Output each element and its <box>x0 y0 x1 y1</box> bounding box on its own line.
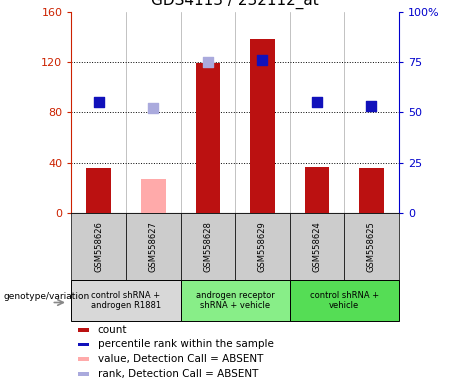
Point <box>259 57 266 63</box>
Bar <box>87 168 111 213</box>
Text: GSM558627: GSM558627 <box>149 221 158 272</box>
Text: control shRNA +
androgen R1881: control shRNA + androgen R1881 <box>91 291 161 310</box>
Point <box>204 59 212 65</box>
Bar <box>141 179 165 213</box>
Bar <box>78 358 89 361</box>
Text: percentile rank within the sample: percentile rank within the sample <box>98 339 273 349</box>
Bar <box>78 343 89 346</box>
Bar <box>359 168 384 213</box>
Point <box>149 105 157 111</box>
Point <box>368 103 375 109</box>
Text: rank, Detection Call = ABSENT: rank, Detection Call = ABSENT <box>98 369 258 379</box>
Text: GSM558625: GSM558625 <box>367 221 376 272</box>
Text: GSM558624: GSM558624 <box>313 221 321 272</box>
Bar <box>78 372 89 376</box>
Text: androgen receptor
shRNA + vehicle: androgen receptor shRNA + vehicle <box>196 291 274 310</box>
Bar <box>78 328 89 331</box>
Bar <box>290 280 399 321</box>
Text: control shRNA +
vehicle: control shRNA + vehicle <box>310 291 379 310</box>
Text: GSM558629: GSM558629 <box>258 221 267 272</box>
Text: count: count <box>98 324 127 334</box>
Bar <box>250 39 275 213</box>
Bar <box>71 213 126 280</box>
Bar <box>344 213 399 280</box>
Bar <box>195 63 220 213</box>
Bar <box>235 213 290 280</box>
Point <box>95 99 102 105</box>
Text: genotype/variation: genotype/variation <box>4 292 90 301</box>
Bar <box>71 280 181 321</box>
Bar <box>290 213 344 280</box>
Bar <box>181 280 290 321</box>
Point <box>313 99 321 105</box>
Bar <box>126 213 181 280</box>
Text: value, Detection Call = ABSENT: value, Detection Call = ABSENT <box>98 354 263 364</box>
Title: GDS4113 / 232112_at: GDS4113 / 232112_at <box>151 0 319 9</box>
Text: GSM558628: GSM558628 <box>203 221 213 272</box>
Text: GSM558626: GSM558626 <box>94 221 103 272</box>
Bar <box>181 213 235 280</box>
Bar <box>305 167 329 213</box>
